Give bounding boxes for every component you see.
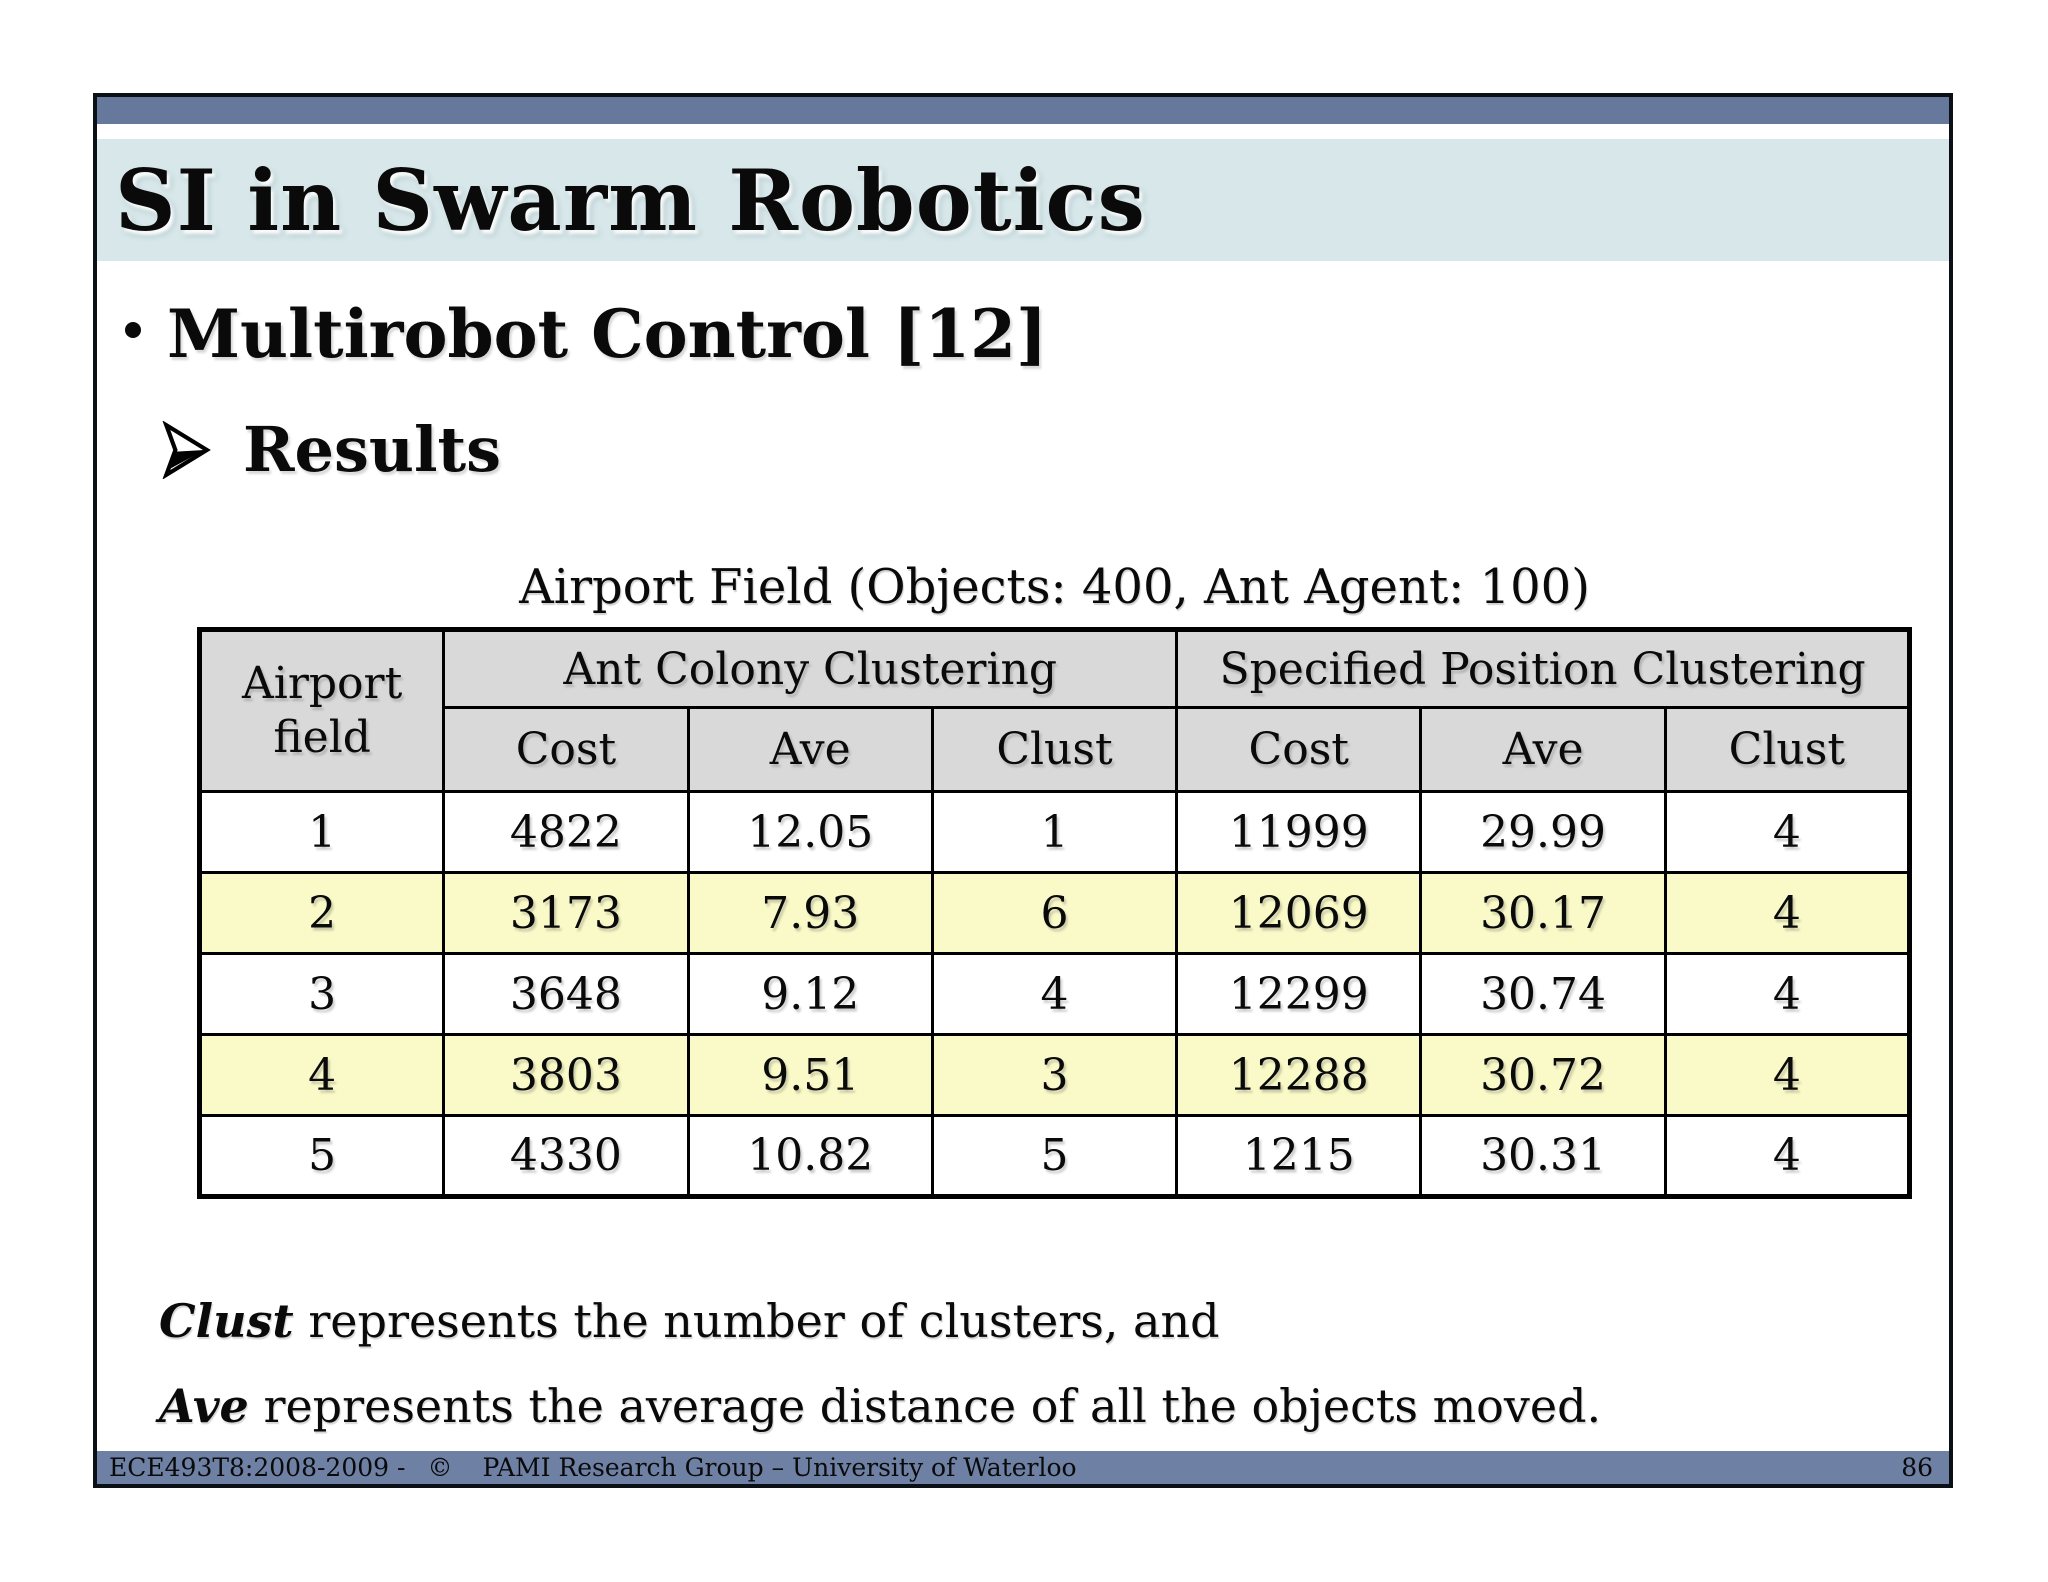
cell-acc-cost: 3648 — [442, 952, 690, 1036]
cell-field: 1 — [197, 790, 446, 874]
sub-header-spc-clust: Clust — [1663, 706, 1912, 793]
table-row: 2 3173 7.93 6 12069 30.17 4 — [197, 871, 1912, 955]
cell-spc-clust: 4 — [1663, 1033, 1912, 1117]
bullet-text: Multirobot Control [12] — [167, 295, 1048, 373]
table-row: 3 3648 9.12 4 12299 30.74 4 — [197, 952, 1912, 1036]
cell-spc-cost: 12069 — [1175, 871, 1423, 955]
note-line-ave: Ave represents the average distance of a… — [159, 1364, 1601, 1449]
bullet-dot-icon — [125, 322, 141, 338]
note-text-ave: represents the average distance of all t… — [263, 1379, 1602, 1433]
sub-header-spc-ave: Ave — [1419, 706, 1667, 793]
cell-field: 2 — [197, 871, 446, 955]
bullet-item: Multirobot Control [12] — [125, 295, 1047, 373]
cell-acc-ave: 12.05 — [686, 790, 934, 874]
sub-header-acc-cost: Cost — [442, 706, 690, 793]
note-text-clust: represents the number of clusters, and — [308, 1294, 1220, 1348]
cell-acc-clust: 5 — [930, 1114, 1179, 1198]
page-number: 86 — [1901, 1453, 1933, 1482]
group-header-ant-colony: Ant Colony Clustering — [442, 628, 1179, 709]
cell-field: 3 — [197, 952, 446, 1036]
cell-field: 4 — [197, 1033, 446, 1117]
cell-acc-ave: 9.12 — [686, 952, 934, 1036]
cell-acc-cost: 3173 — [442, 871, 690, 955]
cell-spc-ave: 30.74 — [1419, 952, 1667, 1036]
footer-group: PAMI Research Group – University of Wate… — [482, 1453, 1077, 1482]
cell-spc-ave: 30.17 — [1419, 871, 1667, 955]
cell-field: 5 — [197, 1114, 446, 1198]
sub-header-spc-cost: Cost — [1175, 706, 1423, 793]
cell-acc-clust: 4 — [930, 952, 1179, 1036]
table-title: Airport Field (Objects: 400, Ant Agent: … — [519, 559, 1590, 615]
cell-spc-clust: 4 — [1663, 871, 1912, 955]
footer-bar: ECE493T8:2008-2009 - © PAMI Research Gro… — [97, 1451, 1949, 1484]
cell-spc-ave: 29.99 — [1419, 790, 1667, 874]
cell-spc-cost: 1215 — [1175, 1114, 1423, 1198]
cell-spc-cost: 11999 — [1175, 790, 1423, 874]
table-row: 1 4822 12.05 1 11999 29.99 4 — [197, 790, 1912, 874]
sub-header-acc-ave: Ave — [686, 706, 934, 793]
sub-bullet-item: Results — [161, 413, 501, 486]
arrowhead-right-icon — [162, 421, 211, 479]
col-header-airport-field: Airport field — [197, 628, 446, 793]
cell-spc-clust: 4 — [1663, 952, 1912, 1036]
cell-spc-clust: 4 — [1663, 790, 1912, 874]
cell-acc-cost: 4822 — [442, 790, 690, 874]
group-header-specified-position: Specified Position Clustering — [1175, 628, 1911, 709]
cell-acc-ave: 7.93 — [686, 871, 934, 955]
notes-block: Clust represents the number of clusters,… — [159, 1279, 1601, 1449]
cell-spc-ave: 30.31 — [1419, 1114, 1667, 1198]
cell-acc-ave: 10.82 — [686, 1114, 934, 1198]
cell-acc-clust: 6 — [930, 871, 1179, 955]
col-header-airport-line1: Airport — [242, 658, 403, 710]
note-line-clust: Clust represents the number of clusters,… — [159, 1279, 1601, 1364]
footer-course: ECE493T8:2008-2009 - — [109, 1453, 406, 1482]
copyright-icon: © — [427, 1453, 453, 1482]
slide-title: SI in Swarm Robotics — [115, 150, 1146, 250]
col-header-airport-line2: field — [273, 712, 371, 763]
sub-bullet-text: Results — [243, 413, 502, 486]
cell-spc-cost: 12288 — [1175, 1033, 1423, 1117]
table-row: 5 4330 10.82 5 1215 30.31 4 — [197, 1114, 1912, 1198]
table-row: 4 3803 9.51 3 12288 30.72 4 — [197, 1033, 1912, 1117]
sub-header-acc-clust: Clust — [930, 706, 1179, 793]
cell-acc-cost: 4330 — [442, 1114, 690, 1198]
results-table: Airport field Ant Colony Clustering Spec… — [197, 627, 1912, 1199]
cell-spc-cost: 12299 — [1175, 952, 1423, 1036]
slide: SI in Swarm Robotics Multirobot Control … — [93, 93, 1953, 1488]
cell-acc-cost: 3803 — [442, 1033, 690, 1117]
cell-acc-ave: 9.51 — [686, 1033, 934, 1117]
note-term-ave: Ave — [159, 1379, 249, 1433]
note-term-clust: Clust — [159, 1294, 294, 1348]
cell-spc-ave: 30.72 — [1419, 1033, 1667, 1117]
cell-acc-clust: 3 — [930, 1033, 1179, 1117]
top-accent-bar — [97, 97, 1949, 124]
cell-spc-clust: 4 — [1663, 1114, 1912, 1198]
cell-acc-clust: 1 — [930, 790, 1179, 874]
title-band: SI in Swarm Robotics — [97, 139, 1949, 261]
